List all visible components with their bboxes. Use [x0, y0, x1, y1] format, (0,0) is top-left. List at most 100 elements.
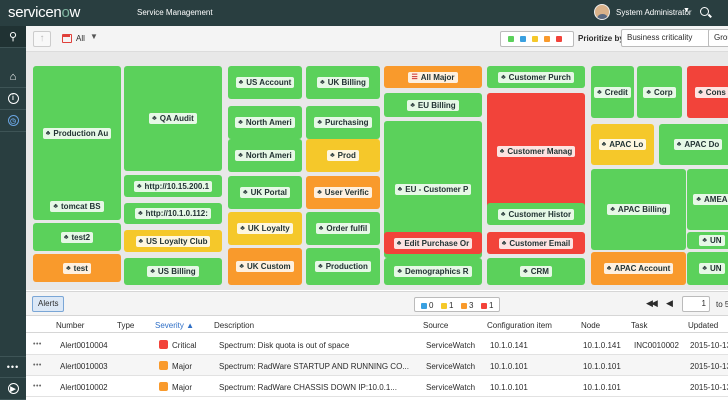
alerts-tab[interactable]: Alerts — [32, 296, 65, 312]
previous-page-icon[interactable]: ◀ — [666, 298, 673, 308]
treemap-tile[interactable]: ♣ US Loyalty Club — [124, 230, 222, 252]
column-type[interactable]: Type — [117, 321, 135, 330]
back-button[interactable]: ↑ — [33, 31, 51, 47]
row-menu-icon[interactable]: ••• — [33, 383, 42, 390]
cell-configuration-item[interactable]: 10.1.0.141 — [490, 341, 528, 350]
treemap-tile[interactable]: ♣ APAC Lo — [591, 124, 654, 165]
treemap-tile[interactable]: ♣ Production Au — [33, 66, 121, 200]
cell-configuration-item[interactable]: 10.1.0.101 — [490, 362, 528, 371]
treemap-tile[interactable]: ♣ US Account — [228, 66, 302, 99]
group-button[interactable]: Grou — [708, 29, 728, 47]
cell-configuration-item[interactable]: 10.1.0.101 — [490, 383, 528, 392]
treemap-tile[interactable]: ♣ Demographics R — [384, 258, 482, 285]
servicenow-logo[interactable]: servicenow — [8, 4, 81, 21]
tile-text: All Major — [420, 72, 455, 82]
column-task[interactable]: Task — [631, 321, 648, 330]
treemap-tile[interactable]: ♣ tomcat BS — [33, 193, 121, 220]
cell-number[interactable]: Alert0010003 — [60, 362, 108, 371]
treemap-tile[interactable]: ♣ UK Custom — [228, 248, 302, 285]
cell-number[interactable]: Alert0010004 — [60, 341, 108, 350]
treemap-tile[interactable]: ♣ AMEA — [687, 169, 728, 230]
treemap-tile[interactable]: ♣ UK Billing — [306, 66, 380, 99]
treemap-tile[interactable]: ♣ North Ameri — [228, 139, 302, 172]
treemap-tile[interactable]: ♣ Customer Email — [487, 232, 585, 254]
treemap-tile[interactable]: ♣ Prod — [306, 139, 380, 172]
info-icon[interactable]: i — [0, 88, 26, 110]
page-input[interactable]: 1 — [682, 296, 710, 312]
legend-swatch[interactable] — [544, 36, 550, 42]
treemap-tile[interactable]: ♣ EU Billing — [384, 93, 482, 117]
column-description[interactable]: Description — [214, 321, 255, 330]
treemap-tile[interactable]: ♣ Purchasing — [306, 106, 380, 139]
severity-count[interactable]: 0 — [421, 301, 433, 310]
column-configuration-item[interactable]: Configuration item — [487, 321, 552, 330]
row-menu-icon[interactable]: ••• — [33, 362, 42, 369]
clock-icon[interactable]: ◷ — [0, 110, 26, 132]
column-number[interactable]: Number — [56, 321, 85, 330]
filter-select[interactable]: All — [76, 34, 85, 43]
filter-icon[interactable]: ⚲ — [0, 26, 26, 48]
treemap-tile[interactable]: ♣ UN — [687, 252, 728, 285]
treemap-tile[interactable]: ♣ http://10.15.200.1 — [124, 175, 222, 197]
legend-swatch[interactable] — [556, 36, 562, 42]
column-node[interactable]: Node — [581, 321, 601, 330]
treemap-tile[interactable]: ♣ Order fulfil — [306, 212, 380, 245]
legend-swatch[interactable] — [532, 36, 538, 42]
treemap-tile[interactable]: ♣ UK Loyalty — [228, 212, 302, 245]
calendar-icon[interactable] — [62, 34, 72, 43]
treemap-tile[interactable]: ♣ QA Audit — [124, 66, 222, 171]
table-row[interactable]: ••• Alert0010003 Major Spectrum: RadWare… — [26, 355, 728, 376]
user-menu[interactable]: System Administrator — [616, 8, 692, 17]
color-legend[interactable] — [500, 31, 574, 47]
treemap-tile[interactable]: ♣ Edit Purchase Or — [384, 232, 482, 254]
home-icon[interactable]: ⌂ — [0, 66, 26, 88]
table-row[interactable]: ••• Alert0010004 Critical Spectrum: Disk… — [26, 334, 728, 355]
play-icon[interactable]: ▶ — [0, 378, 26, 400]
row-menu-icon[interactable]: ••• — [33, 341, 42, 348]
treemap-tile[interactable]: ♣ Corp — [637, 66, 682, 118]
legend-swatch[interactable] — [508, 36, 514, 42]
cell-node: 10.1.0.141 — [583, 341, 621, 350]
legend-swatch[interactable] — [520, 36, 526, 42]
chevron-down-icon[interactable]: ▼ — [683, 7, 690, 14]
treemap-tile[interactable]: ♣ test — [33, 254, 121, 282]
treemap-tile[interactable]: ♣ Credit — [591, 66, 634, 118]
treemap-tile[interactable]: ♣ Customer Purch — [487, 66, 585, 88]
treemap-tile[interactable]: ♣ APAC Do — [659, 124, 728, 165]
treemap-tile-label: ♣ North Ameri — [235, 150, 295, 161]
treemap-tile[interactable]: ♣ CRM — [487, 258, 585, 285]
column-source[interactable]: Source — [423, 321, 449, 330]
column-updated[interactable]: Updated — [688, 321, 719, 330]
treemap-tile[interactable]: ♣ US Billing — [124, 258, 222, 285]
treemap-tile[interactable]: ♣ APAC Account — [591, 252, 686, 285]
chevron-down-icon[interactable]: ▼ — [90, 32, 98, 41]
treemap-tile[interactable]: ♣ test2 — [33, 223, 121, 251]
table-row[interactable]: ••• Alert0010002 Major Spectrum: RadWare… — [26, 376, 728, 397]
cell-number[interactable]: Alert0010002 — [60, 383, 108, 392]
treemap-tile[interactable]: ♣ Production — [306, 248, 380, 285]
treemap-tile-label: ♣ QA Audit — [149, 113, 197, 124]
treemap-tile[interactable]: ♣ Cons — [687, 66, 728, 118]
treemap-tile[interactable]: ♣ North Ameri — [228, 106, 302, 139]
treemap-tile[interactable]: ♣ User Verific — [306, 176, 380, 209]
severity-swatch — [421, 302, 427, 309]
treemap-tile[interactable]: ♣ http://10.1.0.112: — [124, 203, 222, 224]
severity-count[interactable]: 3 — [461, 301, 473, 310]
page-range: to 5 — [716, 300, 728, 309]
cell-task[interactable]: INC0010002 — [634, 341, 679, 350]
treemap-tile[interactable]: ♣ APAC Billing — [591, 169, 686, 250]
treemap-tile[interactable]: ♣ Customer Manag — [487, 93, 585, 210]
treemap-tile[interactable]: ♣ UK Portal — [228, 176, 302, 209]
first-page-icon[interactable]: ◀◀ — [646, 298, 658, 308]
severity-count[interactable]: 1 — [441, 301, 453, 310]
treemap-tile[interactable]: ♣ UN — [687, 232, 728, 249]
column-severity[interactable]: Severity ▲ — [155, 321, 194, 330]
severity-count[interactable]: 1 — [481, 301, 493, 310]
more-icon[interactable]: ••• — [0, 356, 26, 378]
tile-text: Edit Purchase Or — [404, 238, 470, 248]
search-icon[interactable] — [700, 7, 709, 16]
treemap-tile-label: ♣ US Billing — [147, 266, 199, 277]
treemap-tile[interactable]: ♣ Customer Histor — [487, 203, 585, 225]
user-avatar[interactable] — [594, 4, 610, 20]
treemap-tile[interactable]: ☰ All Major — [384, 66, 482, 88]
